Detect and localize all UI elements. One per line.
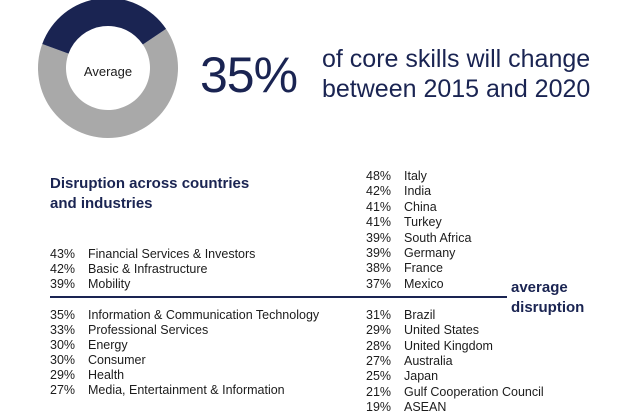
country-row-label: South Africa [404, 230, 472, 245]
headline-text: of core skills will change between 2015 … [322, 44, 590, 104]
industry-row-percent: 35% [50, 308, 76, 322]
country-row: 31% Brazil [366, 308, 435, 323]
industry-row-percent: 30% [50, 353, 76, 367]
industry-row: 39% Mobility [50, 277, 130, 292]
subtitle-line-1: Disruption across countries [50, 175, 250, 192]
donut-center-label: Average [84, 64, 132, 79]
country-row: 25% Japan [366, 369, 438, 384]
industry-row: 43% Financial Services & Investors [50, 247, 255, 262]
country-row: 28% United Kingdom [366, 339, 493, 354]
country-row: 37% Mexico [366, 277, 444, 292]
subtitle-line-2: and industries [50, 195, 153, 212]
headline-percent: 35% [200, 47, 298, 103]
industry-row-label: Consumer [88, 353, 146, 367]
industry-row: 29% Health [50, 368, 124, 383]
average-donut-chart: Average [37, 0, 178, 139]
country-row-percent: 28% [366, 338, 392, 353]
country-row-label: Italy [404, 169, 427, 183]
country-row-percent: 19% [366, 399, 392, 414]
industry-row: 33% Professional Services [50, 323, 208, 338]
industry-row-label: Financial Services & Investors [88, 247, 256, 261]
country-row-percent: 48% [366, 169, 392, 183]
donut-highlight-slice [42, 0, 167, 54]
country-row-label: France [404, 261, 443, 276]
country-row-label: Germany [404, 246, 456, 260]
section-subtitle: Disruption across countries and industri… [50, 174, 249, 214]
country-row-percent: 21% [366, 384, 392, 399]
country-row: 41% Turkey [366, 215, 442, 230]
industry-row-label: Energy [88, 338, 128, 352]
country-row: 42% India [366, 184, 431, 199]
average-label-line-1: average [511, 279, 568, 296]
industry-row-label: Health [88, 368, 125, 382]
industry-row-label: Mobility [88, 277, 131, 291]
industry-row-label: Professional Services [88, 323, 209, 337]
country-row-label: United States [404, 323, 480, 338]
country-row-percent: 39% [366, 230, 392, 245]
industry-row-label: Information & Communication Technology [88, 308, 320, 322]
country-row: 19% ASEAN [366, 400, 446, 415]
country-row-percent: 39% [366, 246, 392, 260]
headline-line-1: of core skills will change [322, 45, 591, 73]
country-row-label: Brazil [404, 308, 436, 322]
country-row-label: Gulf Cooperation Council [404, 384, 544, 399]
country-row-percent: 42% [366, 184, 392, 199]
country-row: 38% France [366, 261, 443, 276]
industry-row: 30% Energy [50, 338, 128, 353]
country-row-percent: 29% [366, 323, 392, 338]
country-row-percent: 41% [366, 199, 392, 214]
country-row: 29% United States [366, 323, 479, 338]
country-row-percent: 27% [366, 353, 392, 368]
country-row-label: China [404, 199, 437, 214]
country-row-percent: 38% [366, 261, 392, 276]
industry-row-percent: 29% [50, 368, 76, 382]
industry-row-percent: 33% [50, 323, 76, 337]
country-row-label: ASEAN [404, 399, 447, 414]
industry-row: 27% Media, Entertainment & Information [50, 383, 285, 398]
average-divider-line [50, 296, 507, 298]
country-row-label: Turkey [404, 215, 442, 230]
industry-row-percent: 39% [50, 277, 76, 291]
industry-row-label: Media, Entertainment & Information [88, 383, 285, 397]
country-row-label: Mexico [404, 276, 444, 291]
industry-row-label: Basic & Infrastructure [88, 262, 208, 276]
country-row-percent: 31% [366, 308, 392, 322]
country-row-label: India [404, 184, 432, 199]
industry-row: 30% Consumer [50, 353, 146, 368]
average-label-line-2: disruption [511, 299, 585, 316]
country-row-label: Australia [404, 353, 453, 368]
headline-line-2: between 2015 and 2020 [322, 75, 591, 103]
country-row-percent: 41% [366, 215, 392, 230]
industry-row: 35% Information & Communication Technolog… [50, 308, 319, 323]
country-row: 39% Germany [366, 246, 455, 261]
country-row-percent: 25% [366, 369, 392, 384]
country-row: 27% Australia [366, 354, 453, 369]
country-row: 39% South Africa [366, 231, 471, 246]
country-row-label: Japan [404, 369, 439, 384]
donut-remainder-slice [37, 28, 178, 139]
average-disruption-label: average disruption [511, 278, 584, 318]
industry-row-percent: 30% [50, 338, 76, 352]
industry-row-percent: 42% [50, 262, 76, 276]
country-row: 48% Italy [366, 169, 427, 184]
country-row: 21% Gulf Cooperation Council [366, 385, 544, 400]
industry-row-percent: 27% [50, 383, 76, 397]
industry-row: 42% Basic & Infrastructure [50, 262, 208, 277]
country-row: 41% China [366, 200, 437, 215]
industry-row-percent: 43% [50, 247, 76, 261]
country-row-percent: 37% [366, 276, 392, 291]
country-row-label: United Kingdom [404, 338, 493, 353]
